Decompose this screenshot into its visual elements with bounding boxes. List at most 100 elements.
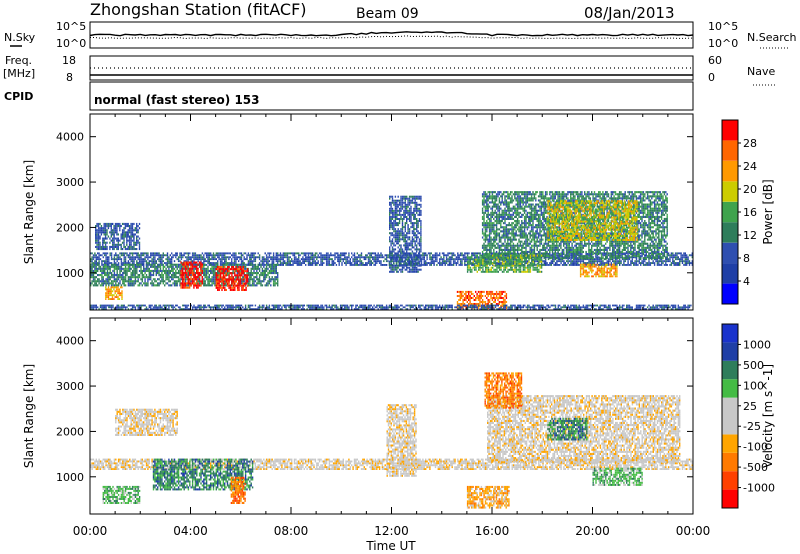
- scatter-cell: [305, 254, 306, 256]
- scatter-cell: [224, 266, 225, 268]
- scatter-cell: [389, 240, 390, 242]
- scatter-cell: [400, 210, 401, 212]
- scatter-cell: [390, 204, 391, 206]
- scatter-cell: [462, 291, 463, 293]
- scatter-cell: [403, 234, 404, 236]
- scatter-cell: [237, 270, 238, 272]
- scatter-cell: [217, 268, 218, 270]
- scatter-cell: [188, 256, 189, 258]
- scatter-cell: [270, 270, 271, 272]
- scatter-cell: [236, 279, 237, 281]
- scatter-cell: [294, 260, 295, 262]
- scatter-cell: [171, 266, 172, 268]
- scatter-cell: [146, 260, 147, 262]
- scatter-cell: [118, 268, 119, 270]
- scatter-cell: [189, 268, 190, 270]
- scatter-cell: [278, 258, 279, 260]
- scatter-cell: [117, 290, 118, 292]
- scatter-cell: [132, 227, 133, 229]
- scatter-cell: [133, 274, 134, 276]
- scatter-cell: [506, 301, 507, 303]
- scatter-cell: [214, 254, 215, 256]
- scatter-cell: [147, 282, 148, 284]
- scatter-cell: [285, 254, 286, 256]
- scatter-cell: [230, 252, 231, 254]
- scatter-cell: [378, 252, 379, 254]
- scatter-cell: [223, 258, 224, 260]
- scatter-cell: [416, 244, 417, 246]
- scatter-cell: [465, 297, 466, 299]
- scatter-cell: [402, 271, 403, 273]
- scatter-cell: [98, 254, 99, 256]
- scatter-cell: [106, 233, 107, 235]
- scatter-cell: [439, 258, 440, 260]
- scatter-cell: [403, 202, 404, 204]
- scatter-cell: [466, 264, 467, 266]
- scatter-cell: [180, 276, 181, 278]
- scatter-cell: [396, 214, 397, 216]
- scatter-cell: [245, 266, 246, 268]
- scatter-cell: [395, 210, 396, 212]
- scatter-cell: [132, 233, 133, 235]
- scatter-cell: [417, 222, 418, 224]
- scatter-cell: [139, 260, 140, 262]
- scatter-cell: [182, 278, 183, 280]
- scatter-cell: [111, 274, 112, 276]
- scatter-cell: [128, 233, 129, 235]
- scatter-cell: [272, 264, 273, 266]
- scatter-cell: [231, 258, 232, 260]
- scatter-cell: [371, 252, 372, 254]
- scatter-cell: [150, 266, 151, 268]
- scatter-cell: [410, 206, 411, 208]
- scatter-cell: [107, 258, 108, 260]
- scatter-cell: [119, 256, 120, 258]
- scatter-cell: [636, 264, 637, 266]
- scatter-cell: [492, 245, 493, 247]
- scatter-cell: [239, 264, 240, 266]
- scatter-cell: [419, 218, 420, 220]
- scatter-cell: [196, 285, 197, 287]
- scatter-cell: [196, 258, 197, 260]
- scatter-cell: [115, 280, 116, 282]
- scatter-cell: [365, 258, 366, 260]
- scatter-cell: [178, 278, 179, 280]
- scatter-cell: [419, 261, 420, 263]
- scatter-cell: [406, 269, 407, 271]
- scatter-cell: [325, 254, 326, 256]
- scatter-cell: [413, 269, 414, 271]
- scatter-cell: [290, 256, 291, 258]
- scatter-cell: [99, 246, 100, 248]
- scatter-cell: [121, 258, 122, 260]
- scatter-cell: [290, 264, 291, 266]
- scatter-cell: [496, 295, 497, 297]
- scatter-cell: [486, 220, 487, 222]
- scatter-cell: [136, 280, 137, 282]
- scatter-cell: [139, 276, 140, 278]
- scatter-cell: [116, 246, 117, 248]
- scatter-cell: [422, 258, 423, 260]
- scatter-cell: [460, 293, 461, 295]
- scatter-cell: [102, 238, 103, 240]
- scatter-cell: [227, 279, 228, 281]
- scatter-cell: [205, 284, 206, 286]
- scatter-cell: [135, 266, 136, 268]
- scatter-cell: [238, 260, 239, 262]
- cpid-panel: CPID normal (fast stereo) 153: [4, 82, 693, 110]
- scatter-cell: [185, 276, 186, 278]
- scatter-cell: [431, 256, 432, 258]
- scatter-cell: [195, 285, 196, 287]
- scatter-cell: [412, 212, 413, 214]
- scatter-cell: [486, 195, 487, 197]
- scatter-cell: [217, 283, 218, 285]
- scatter-cell: [266, 282, 267, 284]
- scatter-cell: [142, 258, 143, 260]
- scatter-cell: [202, 272, 203, 274]
- scatter-cell: [393, 255, 394, 257]
- scatter-cell: [96, 260, 97, 262]
- scatter-cell: [419, 198, 420, 200]
- scatter-cell: [175, 282, 176, 284]
- scatter-cell: [412, 224, 413, 226]
- scatter-cell: [399, 269, 400, 271]
- scatter-cell: [123, 238, 124, 240]
- scatter-cell: [110, 278, 111, 280]
